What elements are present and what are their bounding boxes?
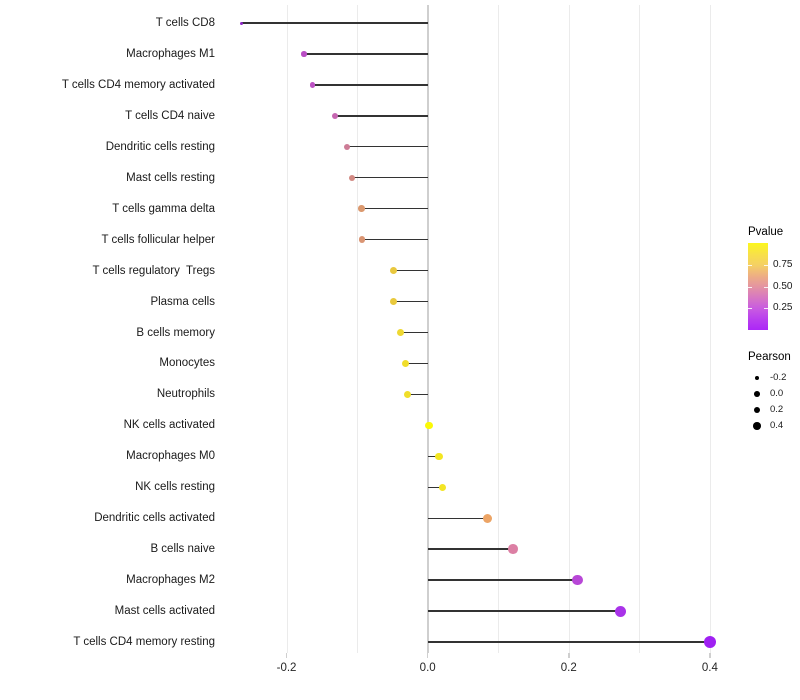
lollipop-stem — [335, 115, 428, 117]
lollipop-stem — [352, 177, 428, 179]
category-label: NK cells activated — [123, 419, 215, 432]
lollipop-dot — [358, 205, 365, 212]
category-label: Macrophages M1 — [126, 47, 215, 60]
gridline — [639, 5, 641, 653]
category-label: B cells memory — [136, 326, 215, 339]
lollipop-stem — [362, 238, 428, 241]
pearson-size-dot — [753, 422, 761, 430]
lollipop-dot — [301, 51, 307, 57]
lollipop-dot — [703, 636, 716, 648]
pearson-legend-title: Pearson — [748, 351, 791, 363]
category-label: NK cells resting — [135, 481, 215, 494]
x-tick-label: 0.4 — [701, 662, 718, 674]
colorbar-tick-label: 0.50 — [773, 280, 793, 292]
pearson-size-label: 0.2 — [770, 404, 784, 415]
category-label: Mast cells activated — [114, 605, 215, 618]
category-label: T cells CD4 naive — [125, 109, 215, 122]
lollipop-stem — [427, 579, 578, 581]
x-tick-label: 0.0 — [419, 662, 436, 674]
gridline — [709, 5, 711, 653]
lollipop-dot — [435, 452, 443, 461]
lollipop-stem — [393, 269, 428, 272]
lollipop-dot — [390, 298, 398, 306]
x-tick-mark — [426, 653, 429, 658]
lollipop-stem — [427, 486, 443, 488]
gridline — [357, 5, 359, 653]
lollipop-dot — [614, 605, 626, 617]
lollipop-stem — [312, 84, 428, 86]
lollipop-stem — [393, 300, 428, 303]
category-label: T cells CD8 — [155, 17, 215, 29]
x-tick-mark — [709, 653, 711, 658]
lollipop-dot — [389, 267, 397, 275]
colorbar-tick-mark — [748, 308, 752, 310]
lollipop-stem — [347, 146, 428, 148]
x-tick-label: -0.2 — [276, 662, 297, 674]
pearson-size-dot — [754, 391, 760, 397]
lollipop-dot — [438, 483, 447, 491]
lollipop-dot — [348, 174, 356, 181]
category-label: Monocytes — [159, 357, 215, 370]
lollipop-stem — [407, 393, 428, 396]
lollipop-dot — [401, 359, 409, 367]
gridline — [286, 5, 288, 653]
colorbar-tick-mark — [748, 286, 752, 288]
lollipop-stem — [361, 208, 428, 210]
category-label: Dendritic cells resting — [105, 140, 215, 153]
category-label: Plasma cells — [150, 295, 215, 308]
lollipop-stem — [427, 517, 488, 519]
pearson-size-label: -0.2 — [770, 372, 787, 383]
pvalue-legend-title: Pvalue — [748, 226, 784, 238]
x-tick-mark — [567, 653, 570, 658]
lollipop-stem — [427, 455, 439, 457]
gridline — [498, 5, 500, 653]
lollipop-dot — [483, 513, 493, 523]
category-label: Neutrophils — [156, 388, 215, 401]
pearson-size-dot — [755, 376, 759, 380]
category-label: T cells follicular helper — [101, 233, 215, 246]
lollipop-dot — [239, 21, 243, 25]
category-label: B cells naive — [150, 543, 215, 556]
colorbar-tick-mark — [764, 286, 768, 288]
colorbar-tick-label: 0.25 — [773, 302, 793, 314]
lollipop-dot — [404, 390, 412, 398]
category-label: T cells CD4 memory resting — [73, 636, 215, 648]
lollipop-stem — [304, 53, 428, 55]
category-label: Dendritic cells activated — [94, 512, 215, 525]
category-label: T cells regulatory Tregs — [92, 264, 215, 277]
lollipop-dot — [572, 574, 583, 586]
lollipop-stem — [427, 610, 621, 612]
colorbar-tick-mark — [764, 308, 768, 310]
colorbar-tick-mark — [764, 264, 768, 266]
category-label: T cells CD4 memory activated — [61, 78, 215, 91]
x-tick-label: 0.2 — [560, 662, 577, 674]
colorbar-tick-mark — [748, 264, 752, 266]
colorbar-tick-label: 0.75 — [773, 258, 793, 270]
pvalue-colorbar — [748, 243, 768, 330]
lollipop-stem — [427, 641, 710, 643]
category-label: Mast cells resting — [126, 171, 215, 184]
pearson-size-label: 0.0 — [770, 388, 784, 399]
lollipop-stem — [427, 548, 514, 550]
lollipop-dot — [343, 143, 351, 151]
lollipop-stem — [400, 331, 428, 334]
pearson-size-label: 0.4 — [770, 420, 784, 431]
category-label: Macrophages M2 — [126, 574, 215, 587]
pearson-size-dot — [753, 406, 761, 414]
lollipop-stem — [241, 22, 428, 24]
category-label: Macrophages M0 — [126, 450, 215, 463]
lollipop-stem — [405, 362, 428, 365]
gridline — [568, 5, 570, 653]
lollipop-dot — [332, 112, 339, 119]
lollipop-dot — [508, 544, 518, 554]
zero-reference-line — [426, 5, 429, 653]
x-tick-mark — [285, 653, 288, 658]
category-label: T cells gamma delta — [112, 202, 215, 215]
lollipop-dot — [396, 329, 404, 336]
lollipop-dot — [358, 236, 366, 243]
lollipop-dot — [425, 421, 433, 430]
lollipop-dot — [309, 82, 316, 88]
